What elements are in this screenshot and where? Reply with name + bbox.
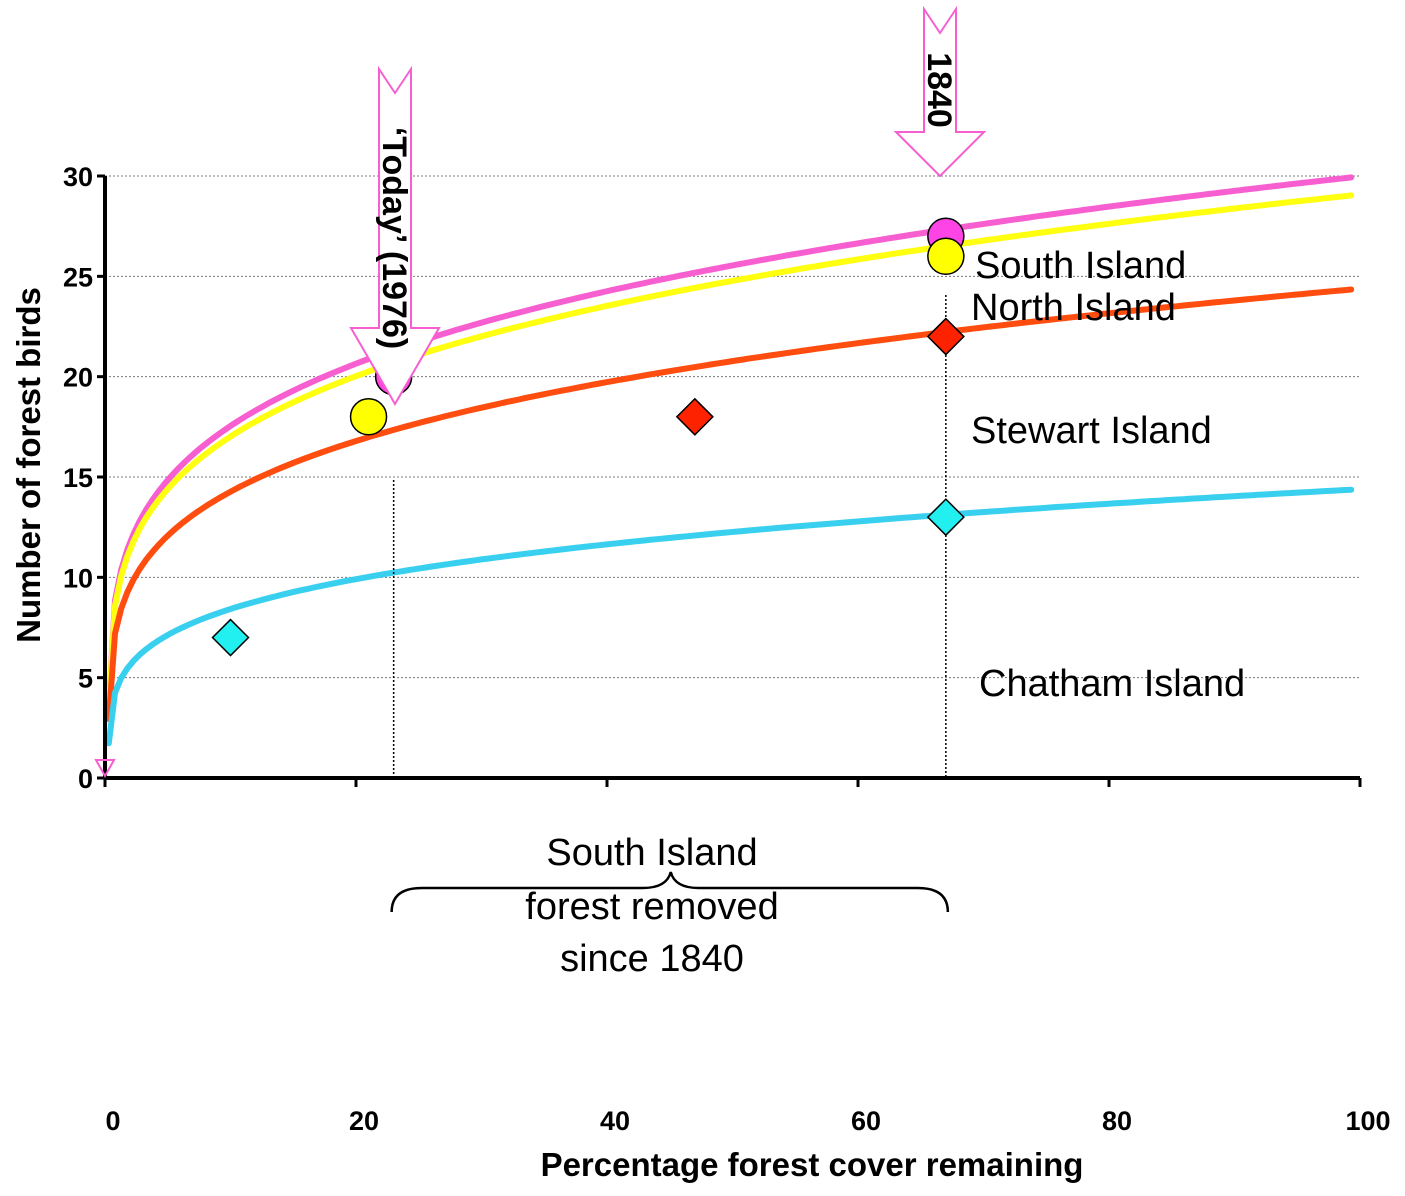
today-label: ‘Today’ (1976) xyxy=(375,127,413,349)
north-island-point-1 xyxy=(349,398,388,436)
x-tick-label-80: 80 xyxy=(1102,1106,1132,1136)
arrow-1840-icon xyxy=(893,5,987,178)
brace-text-line-2: forest removed xyxy=(525,886,778,928)
chatham-island-point-2 xyxy=(926,498,965,537)
curve-stewart-island xyxy=(105,286,1355,723)
brace-icon xyxy=(390,871,950,913)
series-label-chatham-island: Chatham Island xyxy=(979,663,1245,705)
series-label-south-island: South Island xyxy=(975,245,1186,287)
x-tick-label-60: 60 xyxy=(851,1106,881,1136)
north-island-point-2 xyxy=(927,237,965,276)
stewart-island-point-2 xyxy=(926,317,965,356)
annotations: ‘Today’ (1976) 1840 South Island forest rem… xyxy=(94,5,987,980)
y-tick-label-10: 10 xyxy=(63,563,93,593)
stewart-island-point-1 xyxy=(675,397,714,436)
y-tick-label-30: 30 xyxy=(63,162,93,192)
y-tick-label-5: 5 xyxy=(78,664,93,694)
chatham-island-point-1 xyxy=(211,618,250,657)
curve-chatham-island xyxy=(105,486,1355,747)
y-tick-label-20: 20 xyxy=(63,363,93,393)
origin-arrow-icon xyxy=(94,759,116,779)
series-label-stewart-island: Stewart Island xyxy=(971,410,1212,452)
x-tick-label-20: 20 xyxy=(349,1106,379,1136)
label-1840: 1840 xyxy=(920,52,958,128)
curve-south-island xyxy=(105,174,1355,709)
today-arrow-icon xyxy=(349,65,441,406)
y-tick-label-0: 0 xyxy=(78,764,93,794)
x-axis-title: Percentage forest cover remaining xyxy=(541,1146,1084,1183)
axes xyxy=(97,174,1362,787)
x-tick-label-0: 0 xyxy=(105,1106,120,1136)
y-tick-label-25: 25 xyxy=(63,262,93,292)
brace-text-line-3: since 1840 xyxy=(560,938,744,980)
x-tick-label-40: 40 xyxy=(600,1106,630,1136)
series-curves xyxy=(105,174,1355,747)
curve-north-island xyxy=(105,192,1355,711)
y-axis-title: Number of forest birds xyxy=(10,287,47,643)
x-tick-label-100: 100 xyxy=(1345,1106,1390,1136)
tick-labels: 0 5 10 15 20 25 30 0 20 40 60 80 100 xyxy=(63,162,1391,1136)
brace-text-line-1: South Island xyxy=(546,832,757,874)
data-markers xyxy=(211,217,965,657)
series-label-north-island: North Island xyxy=(971,287,1176,329)
gridlines xyxy=(105,175,1360,679)
y-tick-label-15: 15 xyxy=(63,463,93,493)
